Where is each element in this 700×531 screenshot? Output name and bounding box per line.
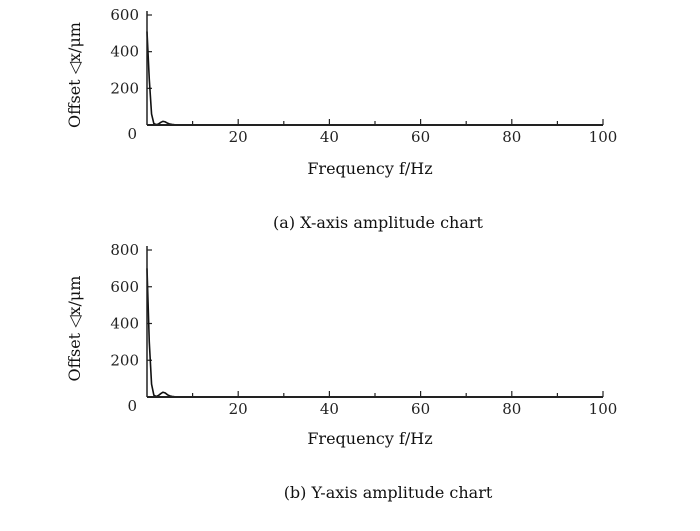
y-chart-x-tick-label: 60 (411, 400, 430, 418)
y-amplitude-series-line (146, 268, 603, 398)
x-chart-y-tick-label: 400 (110, 43, 139, 61)
x-chart-caption: (a) X-axis amplitude chart (273, 213, 483, 232)
y-chart-y-tick-label: 800 (110, 241, 139, 259)
y-chart-origin-tick-label: 0 (127, 397, 137, 415)
x-chart-y-axis-title: Offset ◁x/μm (65, 22, 84, 128)
x-chart-x-tick-label: 40 (320, 128, 339, 146)
x-chart-x-tick-label: 20 (229, 128, 248, 146)
y-chart-x-axis-title: Frequency f/Hz (307, 429, 432, 448)
y-chart-caption: (b) Y-axis amplitude chart (284, 483, 493, 502)
x-chart-y-tick-label: 200 (110, 79, 139, 97)
x-chart-x-tick-label: 60 (411, 128, 430, 146)
x-chart-y-tick-label: 600 (110, 6, 139, 24)
y-chart-x-tick-label: 80 (502, 400, 521, 418)
chart-panel-x-axis: 200 400 600 0 20 40 60 80 100 Frequency f/Hz Off… (65, 6, 617, 232)
y-chart-x-tick-label: 100 (589, 400, 618, 418)
y-chart-y-tick-label: 400 (110, 315, 139, 333)
y-chart-x-tick-label: 20 (229, 400, 248, 418)
y-chart-y-tick-label: 200 (110, 351, 139, 369)
x-chart-x-axis-title: Frequency f/Hz (307, 159, 432, 178)
y-chart-y-axis-title: Offset ◁x/μm (65, 276, 84, 382)
x-chart-x-tick-label: 80 (502, 128, 521, 146)
y-chart-x-tick-label: 40 (320, 400, 339, 418)
x-chart-x-tick-label: 100 (589, 128, 618, 146)
x-chart-origin-tick-label: 0 (127, 125, 137, 143)
x-amplitude-series-line (146, 31, 603, 126)
y-chart-y-tick-label: 600 (110, 278, 139, 296)
y-chart-ticks: 200 400 600 800 0 20 40 60 80 100 (110, 241, 617, 418)
